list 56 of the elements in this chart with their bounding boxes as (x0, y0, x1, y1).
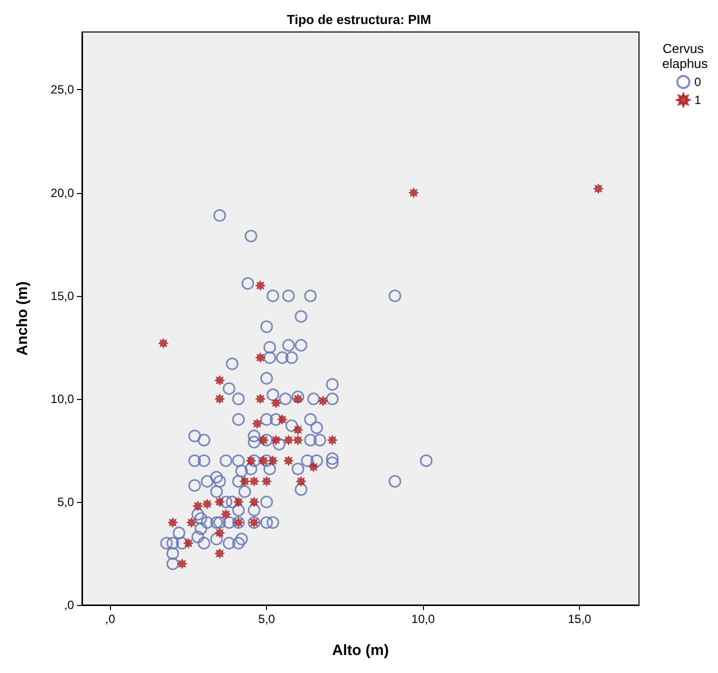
point (252, 418, 262, 429)
legend-label: 1 (694, 93, 702, 107)
point (214, 394, 225, 404)
point (248, 476, 260, 487)
y-tick-label: 25,0 (50, 82, 74, 97)
point (261, 476, 272, 487)
point (167, 517, 178, 528)
y-tick-label: 5,0 (57, 494, 74, 509)
legend-title: Cervus elaphus (662, 41, 708, 71)
point (593, 183, 604, 194)
point (248, 496, 260, 508)
point (255, 352, 266, 363)
point (220, 509, 232, 520)
legend-label: 0 (694, 75, 702, 89)
x-tick-label: 15,0 (568, 612, 592, 626)
y-tick-label: 20,0 (50, 186, 74, 200)
point (270, 434, 282, 446)
point (296, 476, 306, 487)
point (268, 455, 278, 466)
point (255, 394, 266, 404)
point (186, 517, 197, 528)
point (158, 338, 169, 348)
point (292, 394, 304, 404)
point (292, 434, 304, 446)
x-axis-title: Alto (m) (332, 642, 389, 659)
point (239, 476, 250, 487)
point (270, 398, 282, 408)
y-tick-label: ,0 (64, 598, 74, 612)
y-tick-label: 15,0 (50, 288, 74, 303)
point (176, 558, 188, 570)
point (192, 500, 204, 512)
y-tick-label: 10,0 (50, 392, 74, 406)
point (214, 528, 225, 538)
point (233, 496, 244, 508)
point (292, 424, 304, 436)
point (327, 434, 338, 446)
point (214, 496, 225, 508)
x-tick-label: ,0 (105, 612, 116, 626)
point (277, 414, 288, 425)
point (283, 434, 294, 446)
point (183, 538, 194, 548)
point (258, 455, 269, 466)
x-tick-label: 10,0 (411, 612, 436, 626)
point (246, 455, 256, 466)
point (308, 462, 319, 472)
point (283, 455, 294, 466)
point (258, 434, 269, 446)
point (318, 396, 328, 406)
y-axis-title: Ancho (m) (14, 281, 31, 356)
x-tick-label: 5,0 (258, 612, 276, 626)
point (214, 548, 225, 559)
point (214, 375, 225, 386)
point (408, 188, 419, 198)
chart-title: Tipo de estructura: PIM (286, 12, 432, 27)
point (202, 498, 212, 510)
point (255, 280, 266, 291)
